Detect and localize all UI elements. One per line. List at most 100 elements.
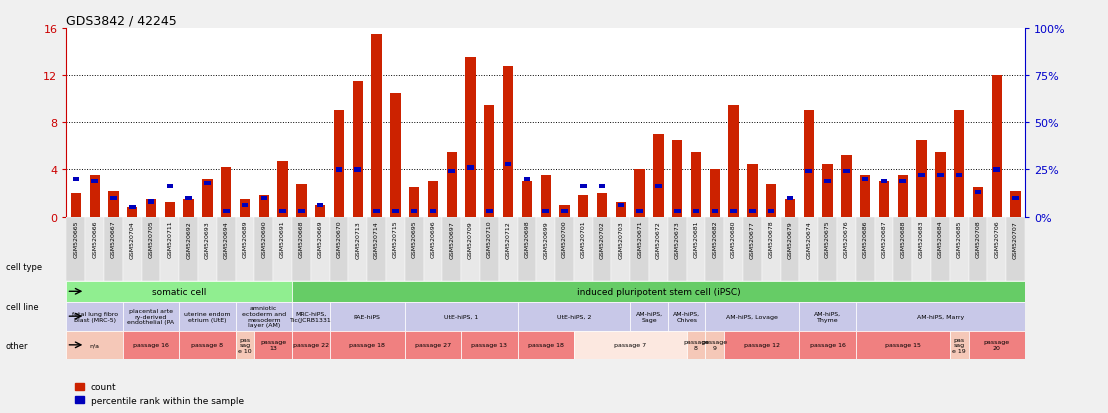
Text: GSM520693: GSM520693 [205,220,209,258]
Bar [315,205,326,217]
Bar [217,217,236,281]
Bar [71,194,81,217]
Text: fetal lung fibro
blast (MRC-5): fetal lung fibro blast (MRC-5) [72,311,117,322]
Bar [806,170,812,174]
Bar [461,331,517,359]
Bar [236,331,255,359]
Bar [709,170,720,217]
Text: GSM520670: GSM520670 [337,220,341,258]
Bar [484,105,494,217]
Bar [711,209,718,214]
Bar [279,209,286,214]
Bar [803,111,814,217]
Bar [179,331,236,359]
Bar [409,188,419,217]
Text: GSM520697: GSM520697 [449,220,454,258]
Text: GSM520673: GSM520673 [675,220,679,258]
Bar [161,217,179,281]
Text: GSM520683: GSM520683 [919,220,924,258]
Bar [449,170,455,174]
Bar [784,199,796,217]
Text: AM-hiPS,
Chives: AM-hiPS, Chives [673,311,700,322]
Bar [298,209,305,214]
Bar [956,173,963,178]
Bar [255,331,293,359]
Text: AM-hiPS,
Sage: AM-hiPS, Sage [636,311,663,322]
Bar [204,181,211,185]
Text: GSM520682: GSM520682 [712,220,717,258]
Text: other: other [6,342,28,351]
Bar [66,217,85,281]
Text: GSM520695: GSM520695 [412,220,417,258]
Text: GSM520671: GSM520671 [637,220,643,258]
Bar [411,209,418,214]
Text: GSM520686: GSM520686 [863,220,868,258]
Text: GSM520690: GSM520690 [261,220,266,258]
Bar [123,331,179,359]
Bar [223,209,229,214]
Bar [371,35,382,217]
Bar [822,164,833,217]
Text: GSM520702: GSM520702 [599,220,605,258]
Text: GSM520689: GSM520689 [243,220,247,258]
Bar [222,168,232,217]
Bar [90,176,100,217]
Text: GSM520701: GSM520701 [581,220,586,258]
Bar [390,94,400,217]
Text: AM-hiPS, Lovage: AM-hiPS, Lovage [727,314,778,319]
Bar [725,217,743,281]
Bar [560,205,570,217]
Bar [954,111,964,217]
Bar [104,217,123,281]
Bar [236,217,255,281]
Bar [334,111,345,217]
Text: GSM520707: GSM520707 [1013,220,1018,258]
Bar [668,217,687,281]
Bar [879,182,889,217]
Text: GSM520714: GSM520714 [375,220,379,258]
Bar [522,182,532,217]
Bar [198,217,217,281]
Bar [66,281,293,302]
Bar [165,203,175,217]
Bar [236,302,293,331]
Bar [574,217,593,281]
Bar [255,217,274,281]
Text: passage 18: passage 18 [349,342,386,347]
Bar [423,217,442,281]
Legend: count, percentile rank within the sample: count, percentile rank within the sample [71,379,247,408]
Bar [937,173,944,178]
Bar [673,141,683,217]
Bar [127,208,137,217]
Text: GSM520667: GSM520667 [111,220,116,258]
Bar [768,209,774,214]
Bar [649,217,668,281]
Bar [543,209,548,214]
Text: GSM520709: GSM520709 [468,220,473,258]
Text: placental arte
ry-derived
endothelial (PA: placental arte ry-derived endothelial (P… [127,308,175,325]
Bar [185,196,192,200]
Text: GSM520674: GSM520674 [807,220,811,258]
Text: PAE-hiPS: PAE-hiPS [353,314,381,319]
Text: passage 7: passage 7 [614,342,646,347]
Bar [617,204,624,208]
Text: GSM520698: GSM520698 [524,220,530,258]
Bar [386,217,404,281]
Bar [855,331,950,359]
Bar [781,217,799,281]
Text: GSM520696: GSM520696 [430,220,435,258]
Text: GSM520710: GSM520710 [486,220,492,258]
Bar [1006,217,1025,281]
Text: passage 15: passage 15 [885,342,921,347]
Bar [329,217,348,281]
Bar [616,203,626,217]
Bar [968,217,987,281]
Bar [706,302,799,331]
Text: cell line: cell line [6,302,38,311]
Bar [352,82,363,217]
Text: GSM520678: GSM520678 [769,220,773,258]
Bar [310,217,329,281]
Bar [975,190,982,195]
Bar [277,162,288,217]
Text: somatic cell: somatic cell [152,287,206,296]
